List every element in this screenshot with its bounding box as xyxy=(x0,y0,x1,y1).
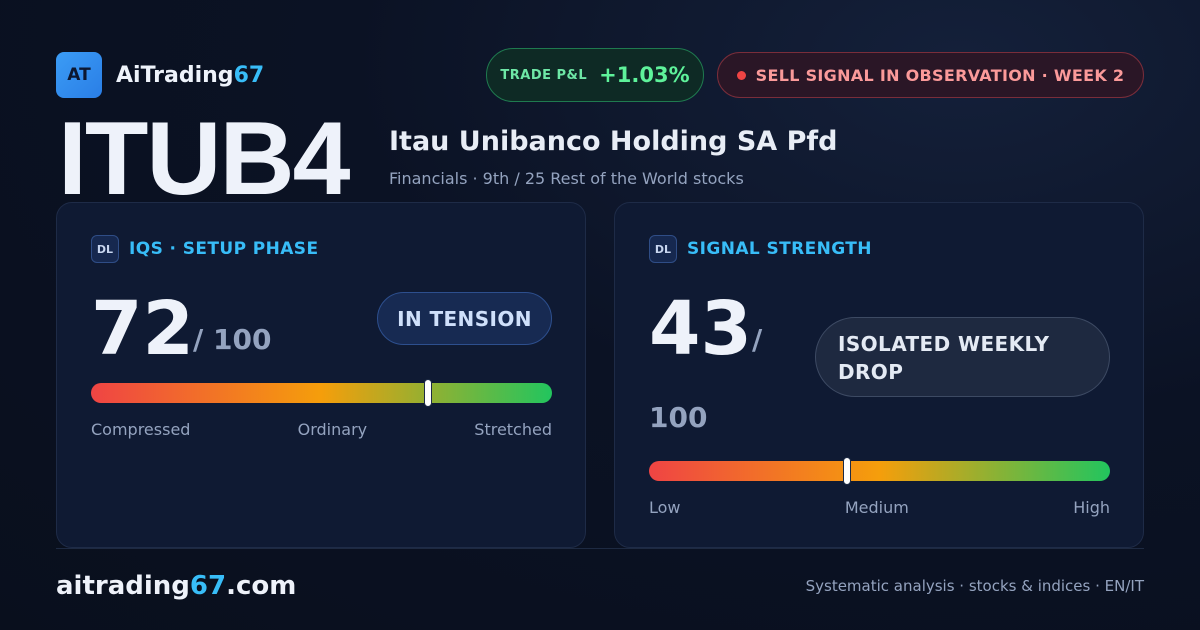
iqs-card-title: IQS · SETUP PHASE xyxy=(129,239,319,259)
status-dot-icon xyxy=(736,70,746,80)
iqs-gauge-marker xyxy=(423,379,432,407)
signal-strength-card: DL SIGNAL STRENGTH 43 / 100 ISOLATED WEE… xyxy=(614,202,1144,548)
signal-scale-mid: Medium xyxy=(844,498,909,517)
site-tld: .com xyxy=(226,571,297,601)
iqs-scale-high: Stretched xyxy=(474,420,552,439)
signal-score: 43 xyxy=(649,286,752,372)
footer-tagline: Systematic analysis · stocks & indices ·… xyxy=(805,577,1144,595)
iqs-score-max: / 100 xyxy=(193,323,272,356)
footer-divider xyxy=(56,548,1144,549)
signal-gauge-bar xyxy=(649,457,1110,485)
iqs-gauge-bar xyxy=(91,379,552,407)
signal-score-slash: / xyxy=(752,323,763,356)
brand-name-main: AiTrading xyxy=(116,62,234,88)
signal-gauge-marker xyxy=(843,457,852,485)
dl-badge-icon: DL xyxy=(91,235,119,263)
brand-name: AiTrading67 xyxy=(116,63,264,88)
brand-logo: AT xyxy=(56,52,102,98)
signal-status-pill: ISOLATED WEEKLY DROP xyxy=(815,317,1110,397)
iqs-card-header: DL IQS · SETUP PHASE xyxy=(91,235,318,263)
brand: AT AiTrading67 xyxy=(56,52,264,98)
signal-scale-labels: Low Medium High xyxy=(649,498,1110,517)
iqs-score: 72 xyxy=(91,286,194,372)
site-main: aitrading xyxy=(56,571,190,601)
ticker-symbol: ITUB4 xyxy=(58,101,350,217)
signal-scale-low: Low xyxy=(649,498,681,517)
iqs-card: DL IQS · SETUP PHASE 72 / 100 IN TENSION… xyxy=(56,202,586,548)
signal-card-header: DL SIGNAL STRENGTH xyxy=(649,235,872,263)
sector-rank: Financials · 9th / 25 Rest of the World … xyxy=(389,169,744,188)
signal-scale-high: High xyxy=(1073,498,1110,517)
dl-badge-icon: DL xyxy=(649,235,677,263)
signal-status-text: SELL SIGNAL IN OBSERVATION · WEEK 2 xyxy=(755,65,1125,85)
site-link[interactable]: aitrading67.com xyxy=(56,571,296,601)
trade-pnl-value: +1.03% xyxy=(599,63,690,87)
iqs-status-pill: IN TENSION xyxy=(377,292,552,345)
iqs-scale-labels: Compressed Ordinary Stretched xyxy=(91,420,552,439)
company-name: Itau Unibanco Holding SA Pfd xyxy=(389,126,838,157)
site-accent: 67 xyxy=(189,571,227,601)
trade-pnl-label: TRADE P&L xyxy=(500,67,588,83)
iqs-scale-low: Compressed xyxy=(91,420,191,439)
signal-score-max: 100 xyxy=(649,401,708,434)
signal-status-badge: SELL SIGNAL IN OBSERVATION · WEEK 2 xyxy=(717,52,1144,98)
trade-pnl-badge: TRADE P&L +1.03% xyxy=(486,48,704,102)
iqs-scale-mid: Ordinary xyxy=(297,420,368,439)
signal-card-title: SIGNAL STRENGTH xyxy=(687,239,872,259)
brand-name-accent: 67 xyxy=(233,62,265,88)
